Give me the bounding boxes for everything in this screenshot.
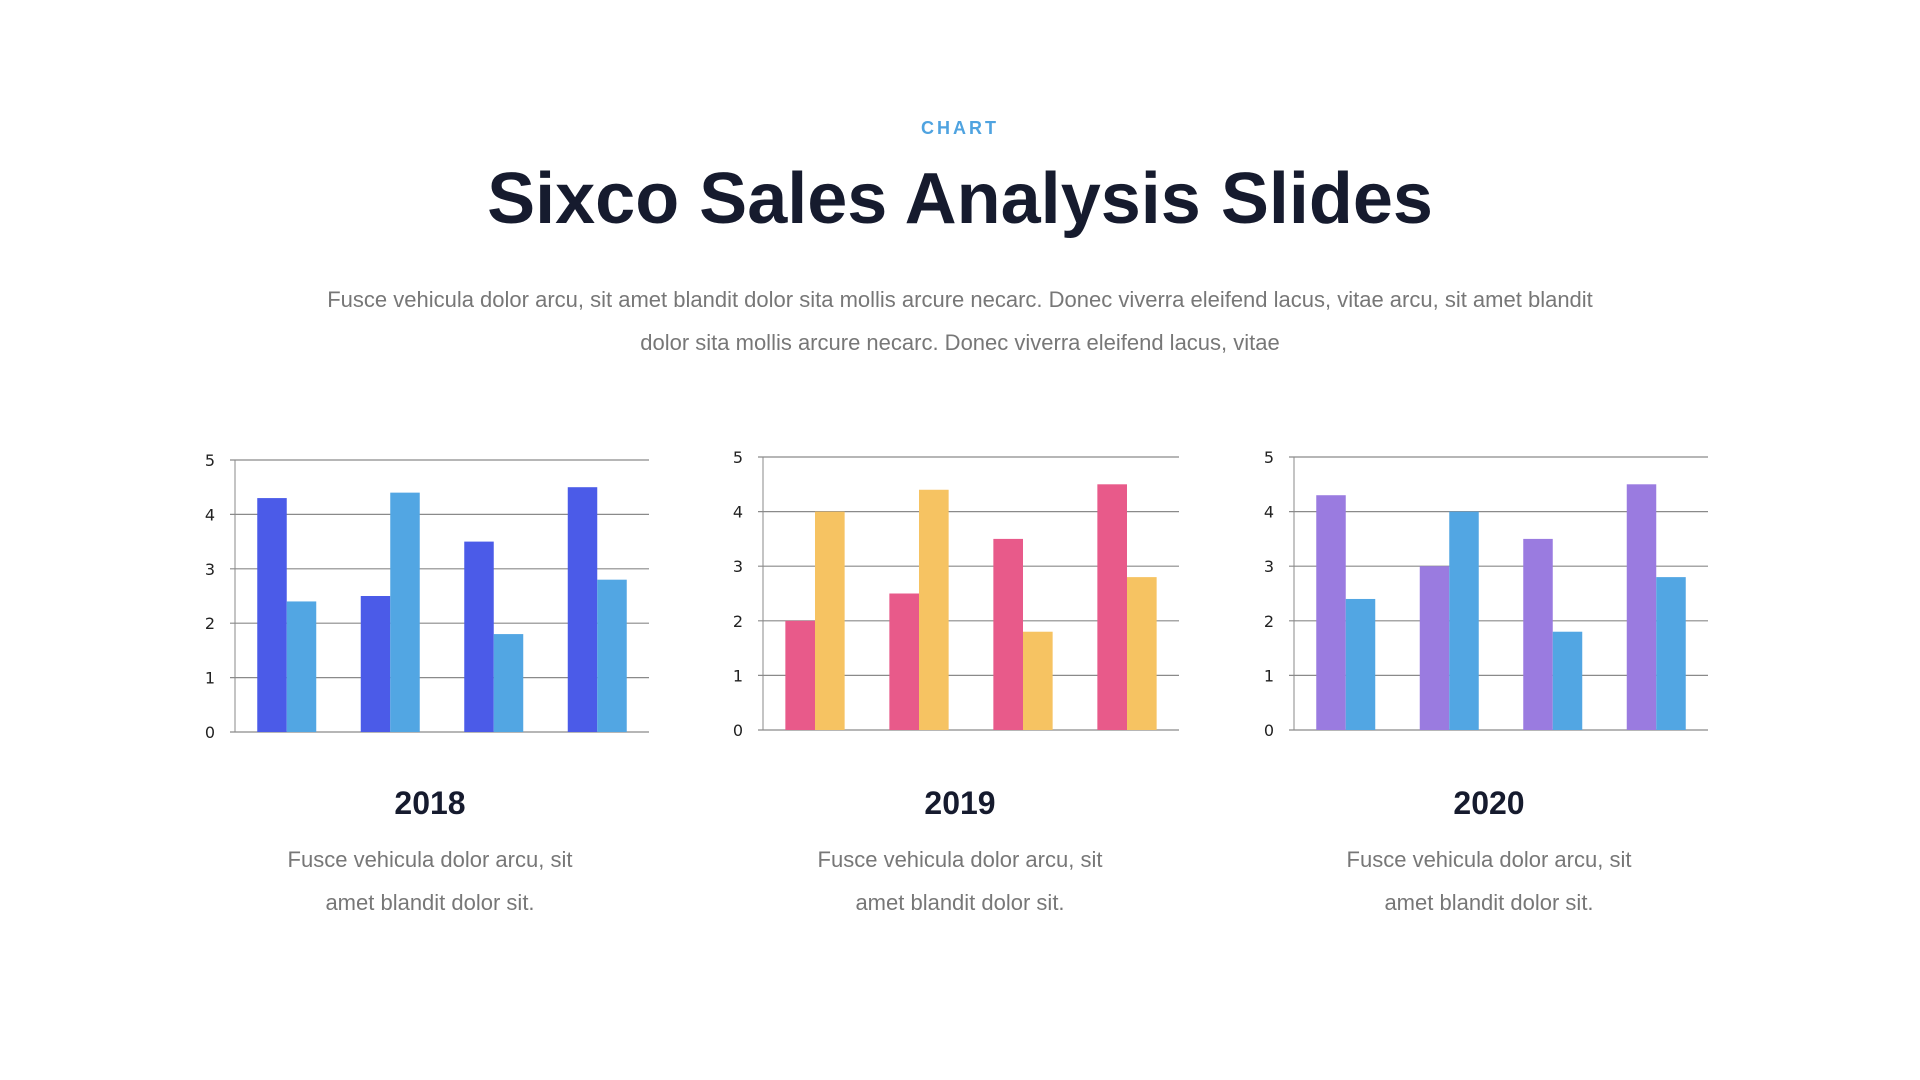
bar (993, 538, 1023, 730)
y-tick-label: 4 (733, 503, 743, 522)
caption-line: Fusce vehicula dolor arcu, sit (287, 847, 573, 872)
y-tick-label: 1 (205, 669, 215, 688)
y-tick-label: 3 (1264, 557, 1274, 576)
chart-year-title: 2018 (394, 785, 466, 821)
bar (1449, 511, 1479, 730)
y-tick-label: 1 (1264, 666, 1274, 685)
y-tick-label: 1 (733, 666, 743, 685)
y-tick-label: 5 (1264, 448, 1274, 467)
caption-line: Fusce vehicula dolor arcu, sit (1346, 847, 1632, 872)
y-tick-label: 3 (733, 557, 743, 576)
bar (567, 487, 598, 732)
bar (1656, 577, 1686, 730)
bar (1552, 631, 1583, 730)
chart-year-title: 2019 (924, 785, 996, 821)
y-tick-label: 4 (1264, 503, 1274, 522)
bar (360, 596, 391, 732)
bar (785, 620, 815, 730)
chart-caption: Fusce vehicula dolor arcu, sit amet bland… (700, 838, 1220, 924)
bar (464, 541, 494, 732)
y-tick-label: 2 (733, 612, 743, 631)
bar (286, 601, 317, 732)
caption-line: Fusce vehicula dolor arcu, sit (817, 847, 1103, 872)
bar (1097, 484, 1127, 730)
chart-year-title: 2020 (1453, 785, 1525, 821)
eyebrow-label: CHART (921, 118, 999, 138)
caption-line: amet blandit dolor sit. (1384, 890, 1594, 915)
bar (1023, 631, 1053, 730)
bar (493, 634, 524, 732)
bar (1345, 598, 1376, 730)
bar (390, 492, 420, 732)
y-tick-label: 5 (205, 451, 215, 470)
bar (889, 593, 919, 730)
bar (815, 511, 845, 730)
bar (1626, 484, 1657, 730)
bar (1127, 577, 1157, 730)
caption-line: amet blandit dolor sit. (325, 890, 535, 915)
bar (1419, 566, 1450, 730)
y-tick-label: 0 (733, 721, 743, 740)
y-tick-label: 0 (205, 723, 215, 742)
y-tick-label: 5 (733, 448, 743, 467)
bar (1523, 538, 1553, 730)
page-title: Sixco Sales Analysis Slides (487, 159, 1433, 239)
chart-caption: Fusce vehicula dolor arcu, sit amet bland… (1229, 838, 1749, 924)
y-tick-label: 3 (205, 560, 215, 579)
bar (919, 489, 949, 730)
y-tick-label: 2 (1264, 612, 1274, 631)
chart-caption: Fusce vehicula dolor arcu, sit amet bland… (170, 838, 690, 924)
y-tick-label: 0 (1264, 721, 1274, 740)
bar (597, 579, 627, 732)
bar (257, 498, 287, 732)
intro-paragraph: Fusce vehicula dolor arcu, sit amet blan… (327, 287, 1593, 355)
caption-line: amet blandit dolor sit. (855, 890, 1065, 915)
y-tick-label: 4 (205, 505, 215, 524)
bar (1316, 495, 1346, 730)
y-tick-label: 2 (205, 614, 215, 633)
